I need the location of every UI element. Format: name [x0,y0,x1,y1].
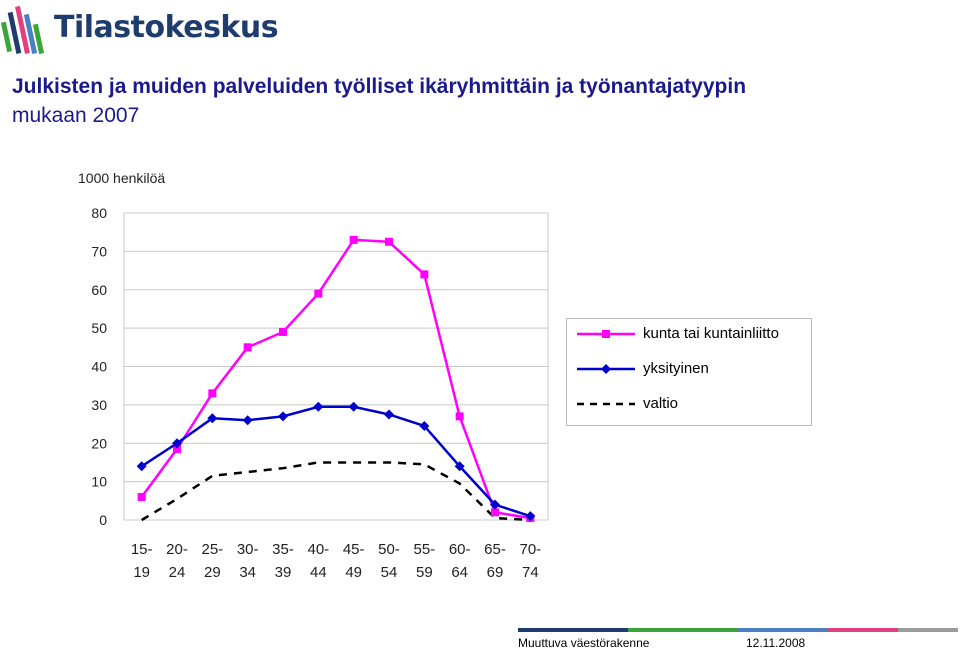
data-point-kunta [455,412,464,421]
data-point-yksityinen [313,401,324,412]
x-tick-label: 30- [237,541,259,558]
x-tick-label: 40- [307,541,329,558]
footer-bar-segment [898,628,958,632]
x-tick-label: 69 [487,564,504,581]
x-tick-label: 35- [272,541,294,558]
y-tick-label: 70 [91,243,107,259]
x-tick-labels: 15- 19 20- 24 25- 29 30- 34 35- 39 40- 44 45- 49 50- 54… [131,541,541,581]
x-tick-label: 70- [519,541,541,558]
y-tick-label: 50 [91,320,107,336]
y-tick-label: 80 [91,205,107,221]
data-point-yksityinen [207,413,218,424]
data-point-kunta [137,492,146,501]
x-tick-label: 34 [239,564,256,581]
data-point-yksityinen [454,461,465,472]
data-point-kunta [279,327,287,336]
x-tick-label: 54 [381,564,398,581]
series-line-valtio [141,461,531,522]
x-tick-label: 49 [345,564,362,581]
y-tick-label: 10 [91,474,107,490]
chart-legend: kunta tai kuntainliitto yksityinen valti… [566,318,812,426]
data-point-kunta [349,235,358,244]
x-tick-label: 74 [522,564,539,581]
x-tick-label: 50- [378,541,400,558]
data-point-yksityinen [278,411,288,422]
legend-swatch-yksityinen [577,364,635,374]
x-tick-label: 55- [413,541,435,558]
x-tick-label: 15- [131,541,153,558]
legend-label-yksityinen: yksityinen [643,360,709,377]
x-tick-label: 39 [275,564,292,581]
x-tick-label: 29 [204,564,221,581]
data-point-yksityinen [242,415,253,426]
x-tick-label: 20- [166,541,188,558]
title-line-2: mukaan 2007 [12,104,140,127]
legend-item-valtio: valtio [575,392,805,416]
y-tick-labels: 0 10 20 30 40 50 60 70 80 [91,205,107,528]
data-point-kunta [385,237,393,246]
footer-date: 12.11.2008 [746,636,806,650]
legend-item-yksityinen: yksityinen [575,357,805,381]
footer-bar-segment [628,628,738,632]
y-tick-label: 0 [99,512,107,528]
footer-bar-segment [518,628,628,632]
data-point-yksityinen [348,401,359,412]
y-tick-label: 40 [91,359,107,375]
x-tick-label: 19 [133,564,150,581]
footer-color-bar [518,628,958,632]
grid-layer [123,212,549,521]
series-line-kunta [140,238,531,520]
data-point-kunta [173,445,181,454]
data-point-kunta [314,289,323,298]
data-point-yksityinen [384,409,394,420]
legend-swatch-valtio [577,402,635,406]
x-tick-label: 25- [201,541,223,558]
y-tick-label: 30 [91,397,107,413]
data-point-yksityinen [490,499,500,510]
legend-label-valtio: valtio [643,395,679,412]
y-tick-label: 60 [91,282,107,298]
title-line-1: Julkisten ja muiden palveluiden työllise… [12,75,747,98]
logo-text: Tilastokeskus [54,10,279,45]
y-axis-unit-label: 1000 henkilöä [78,170,166,186]
x-tick-label: 44 [310,564,327,581]
footer-bar-segment [738,628,828,632]
tilastokeskus-bars-logo-icon [0,5,45,55]
legend-label-kunta: kunta tai kuntainliitto [643,325,779,342]
data-point-kunta [491,508,499,517]
x-tick-label: 64 [451,564,468,581]
data-point-yksityinen [419,420,430,431]
x-tick-label: 65- [484,541,506,558]
page-title: Julkisten ja muiden palveluiden työllise… [12,72,912,130]
footer-bar-segment [828,628,898,632]
footer-left-text: Muuttuva väestörakenne [518,636,650,650]
x-tick-label: 60- [449,541,471,558]
data-point-yksityinen [136,461,147,472]
data-point-yksityinen [525,511,536,522]
data-point-yksityinen [172,438,182,449]
legend-item-kunta: kunta tai kuntainliitto [575,322,805,346]
x-tick-label: 59 [416,564,433,581]
legend-swatch-kunta [577,330,635,338]
series-line-yksityinen [140,405,531,518]
series-layer [136,235,536,523]
x-tick-label: 45- [343,541,365,558]
x-tick-label: 24 [169,564,186,581]
y-tick-label: 20 [91,435,107,451]
data-point-kunta [208,389,217,398]
data-point-kunta [243,343,252,352]
data-point-kunta [420,270,429,279]
